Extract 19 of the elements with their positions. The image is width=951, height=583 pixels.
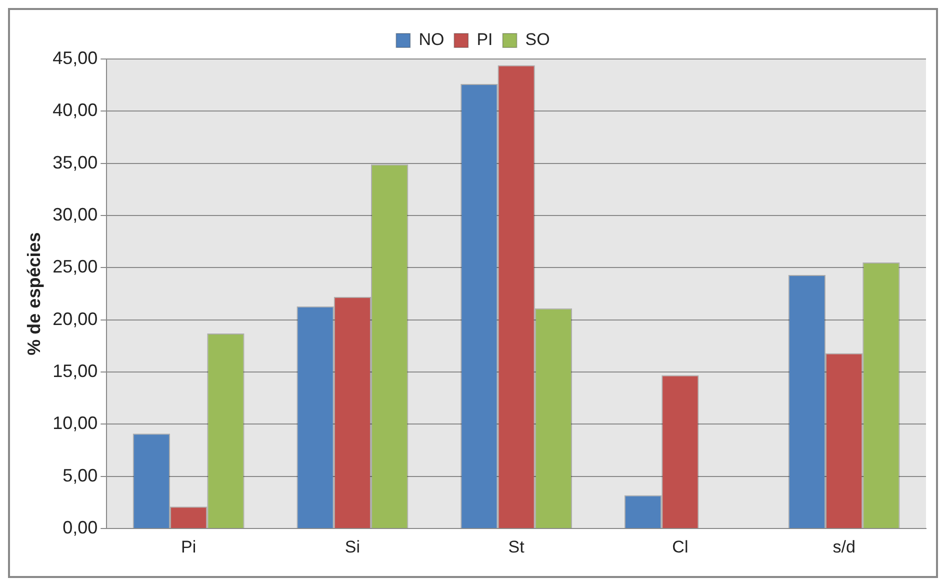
x-tick-label: Si bbox=[344, 537, 360, 556]
y-tick-label: 30,00 bbox=[52, 204, 98, 224]
legend-label: SO bbox=[525, 30, 550, 50]
y-tick-label: 20,00 bbox=[52, 308, 98, 329]
x-tick-label: Pi bbox=[181, 537, 196, 556]
y-axis-title: % de espécies bbox=[24, 232, 44, 356]
y-tick-label: 45,00 bbox=[52, 48, 98, 68]
y-tick-label: 10,00 bbox=[52, 413, 98, 434]
y-tick-label: 35,00 bbox=[52, 152, 98, 172]
x-tick-label: Cl bbox=[672, 537, 688, 556]
y-tick-label: 0,00 bbox=[62, 518, 98, 538]
y-tick-label: 15,00 bbox=[52, 361, 98, 382]
y-tick-label: 40,00 bbox=[52, 100, 98, 120]
x-tick-label: St bbox=[508, 537, 525, 556]
y-tick-label: 25,00 bbox=[52, 256, 98, 277]
legend-label: NO bbox=[418, 30, 444, 50]
y-tick-label: 5,00 bbox=[62, 465, 98, 486]
x-tick-label: s/d bbox=[832, 537, 856, 556]
legend-label: PI bbox=[476, 30, 493, 50]
